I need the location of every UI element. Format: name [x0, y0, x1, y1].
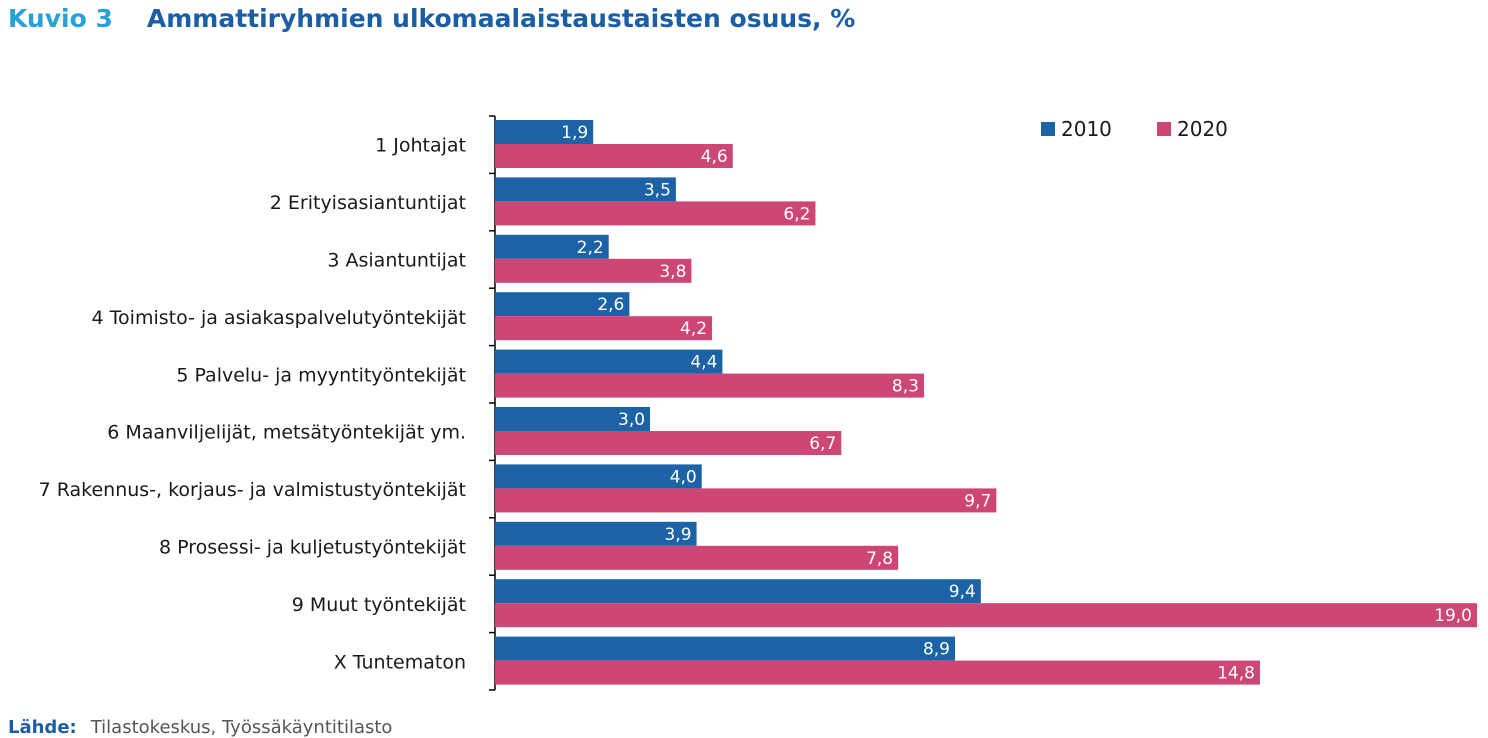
bar-2010 — [495, 292, 630, 317]
bar-2010 — [495, 579, 981, 604]
bar-2010 — [495, 349, 723, 374]
bar-2020 — [495, 258, 692, 283]
bar-value-label: 2,6 — [597, 295, 624, 315]
bar-2010 — [495, 120, 594, 144]
bar-value-label: 4,2 — [680, 319, 707, 339]
legend-label: 2020 — [1177, 117, 1228, 141]
legend-swatch-2010 — [1041, 122, 1055, 136]
bar-value-label: 3,8 — [659, 262, 686, 282]
figure-number: Kuvio 3 — [8, 4, 113, 33]
figure-title: Kuvio 3 Ammattiryhmien ulkomaalaistaustai… — [8, 2, 855, 36]
bar-value-label: 8,3 — [892, 377, 919, 397]
bar-value-label: 9,7 — [964, 491, 991, 511]
bar-value-label: 4,0 — [670, 467, 697, 487]
bar-2010 — [495, 521, 697, 546]
category-label: 9 Muut työntekijät — [292, 594, 466, 616]
bar-value-label: 8,9 — [923, 640, 950, 660]
bar-2010 — [495, 464, 702, 489]
bar-2010 — [495, 234, 609, 259]
legend-swatch-2020 — [1157, 122, 1171, 136]
bar-value-label: 4,6 — [701, 147, 728, 167]
category-label: 5 Palvelu- ja myyntityöntekijät — [176, 364, 466, 386]
bar-value-label: 14,8 — [1217, 664, 1255, 684]
bar-2010 — [495, 636, 955, 661]
category-label: X Tuntematon — [334, 651, 466, 673]
category-label: 3 Asiantuntijat — [327, 250, 466, 272]
category-label: 8 Prosessi- ja kuljetustyöntekijät — [159, 537, 466, 559]
bar-value-label: 6,2 — [783, 204, 810, 224]
legend-label: 2010 — [1061, 117, 1112, 141]
bar-2020 — [495, 373, 924, 398]
bar-value-label: 6,7 — [809, 434, 836, 454]
bar-2020 — [495, 545, 899, 570]
category-label: 4 Toimisto- ja asiakaspalvelutyöntekijät — [92, 307, 466, 329]
bar-value-label: 1,9 — [561, 123, 588, 143]
bar-value-label: 9,4 — [949, 582, 976, 602]
bar-2020 — [495, 144, 733, 168]
bar-value-label: 3,5 — [644, 180, 671, 200]
bar-2020 — [495, 488, 997, 513]
bar-2020 — [495, 201, 816, 226]
bar-value-label: 4,4 — [690, 353, 717, 373]
bar-value-label: 7,8 — [866, 549, 893, 569]
bar-value-label: 3,0 — [618, 410, 645, 430]
bar-2020 — [495, 603, 1477, 628]
bar-value-label: 2,2 — [577, 238, 604, 258]
category-label: 2 Erityisasiantuntijat — [270, 192, 466, 214]
category-label: 1 Johtajat — [375, 135, 466, 157]
bar-value-label: 19,0 — [1434, 606, 1472, 626]
bar-2010 — [495, 407, 651, 431]
figure-title-text: Ammattiryhmien ulkomaalaistaustaisten os… — [146, 4, 856, 33]
category-label: 6 Maanviljelijät, metsätyöntekijät ym. — [107, 422, 466, 444]
bar-2020 — [495, 431, 842, 455]
bar-2020 — [495, 316, 713, 341]
bar-2020 — [495, 660, 1260, 685]
category-label: 7 Rakennus-, korjaus- ja valmistustyönte… — [39, 479, 466, 501]
bar-2010 — [495, 177, 676, 202]
bar-value-label: 3,9 — [665, 525, 692, 545]
